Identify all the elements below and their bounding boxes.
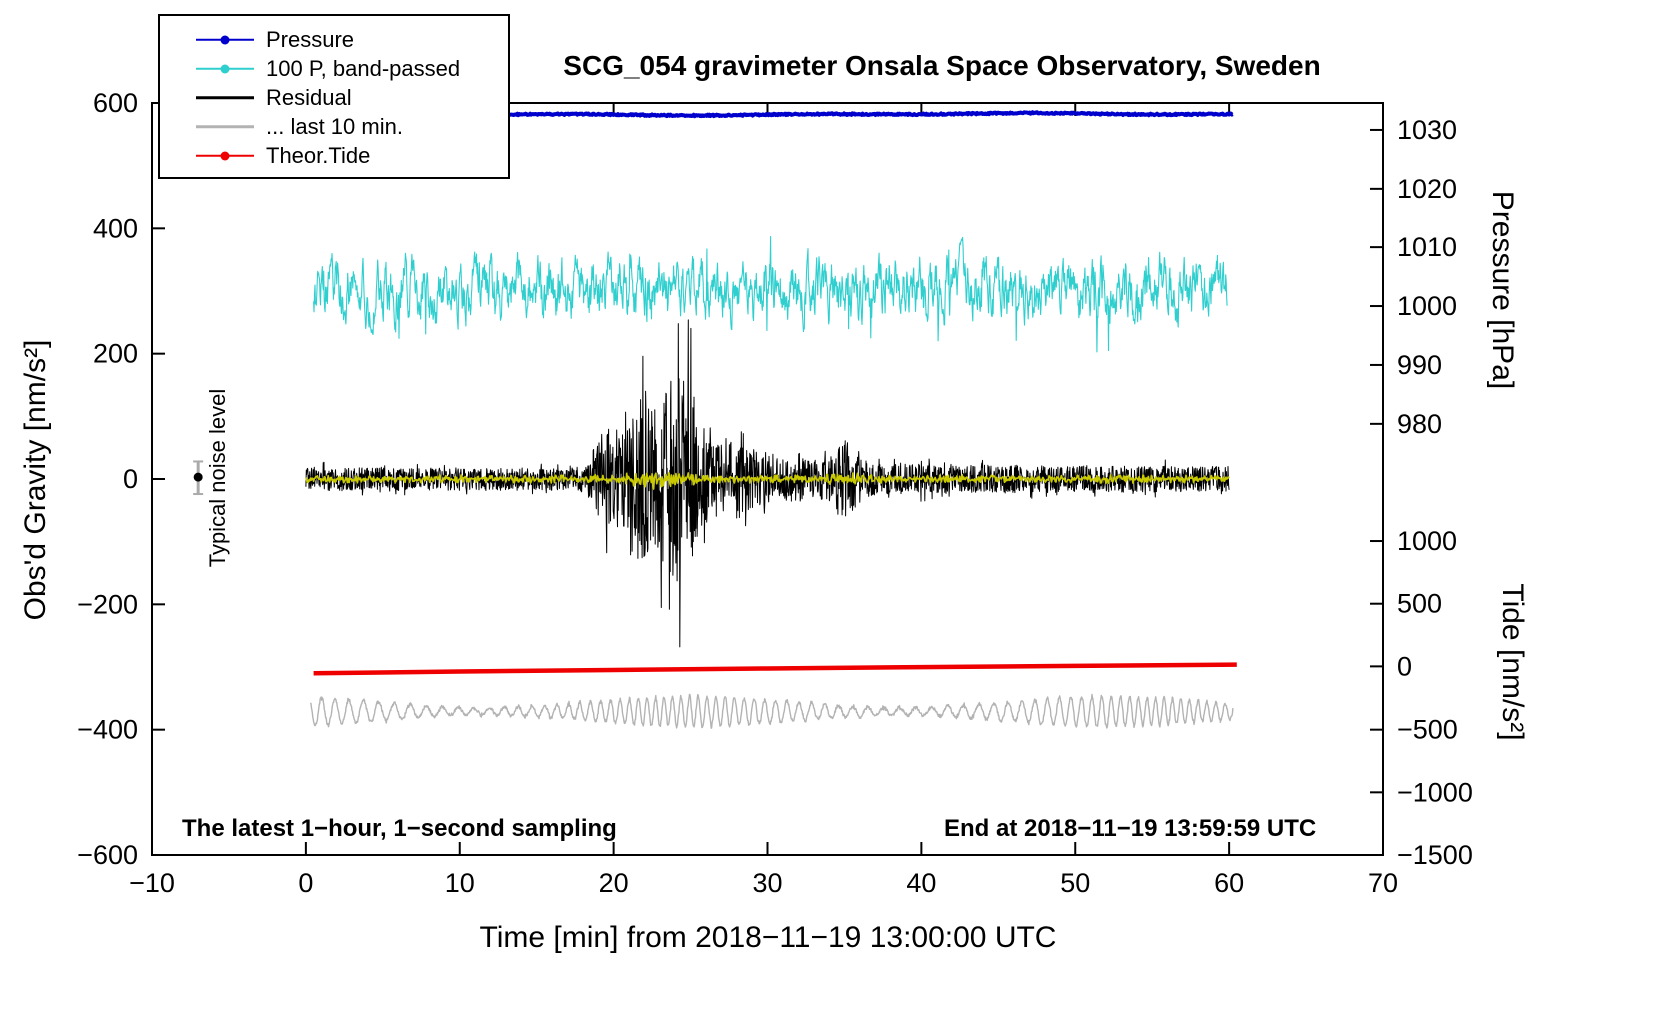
pressure-tick-label: 1020 [1397, 174, 1457, 204]
last10-line-icon [196, 117, 254, 137]
tide-tick-label: −1500 [1397, 840, 1473, 870]
y-axis-label-gravity: Obs'd Gravity [nm/s²] [19, 339, 52, 621]
y-tick-label-left: −600 [77, 840, 138, 870]
x-tick-label: 10 [445, 868, 475, 898]
pressure-tick-label: 1010 [1397, 232, 1457, 262]
pressure-tick-label: 1000 [1397, 291, 1457, 321]
legend-label: ... last 10 min. [266, 113, 403, 139]
x-tick-label: 20 [599, 868, 629, 898]
typical-noise-level-label: Typical noise level [205, 388, 230, 568]
tide-tick-label: −500 [1397, 715, 1458, 745]
y-axis-label-pressure: Pressure [hPa] [1486, 190, 1519, 390]
legend-item-pressure: Pressure [160, 25, 508, 54]
pressure-tick-label: 990 [1397, 350, 1442, 380]
tide-tick-label: 0 [1397, 651, 1412, 681]
series-bandpassed [313, 236, 1228, 353]
sampling-note: The latest 1−hour, 1−second sampling [182, 815, 617, 842]
x-tick-label: −10 [129, 868, 175, 898]
theortide-line-icon [196, 146, 254, 166]
x-axis-label-time: Time [min] from 2018−11−19 13:00:00 UTC [479, 921, 1057, 954]
legend-label: Pressure [266, 26, 355, 52]
legend-label: 100 P, band-passed [266, 55, 461, 81]
y-tick-label-left: 400 [93, 213, 138, 243]
y-tick-label-left: −400 [77, 715, 138, 745]
series-tide [313, 662, 1237, 676]
legend-item-residual: Residual [160, 83, 508, 112]
y-tick-label-left: 600 [93, 88, 138, 118]
end-time-note: End at 2018−11−19 13:59:59 UTC [944, 815, 1317, 842]
tide-tick-label: 1000 [1397, 526, 1457, 556]
page-title: SCG_054 gravimeter Onsala Space Observat… [563, 50, 1321, 81]
legend-item-bandpassed: 100 P, band-passed [160, 54, 508, 83]
x-tick-label: 50 [1060, 868, 1090, 898]
residual-line-icon [196, 88, 254, 108]
x-tick-label: 0 [298, 868, 313, 898]
y-axis-label-tide: Tide [nm/s²] [1496, 583, 1529, 741]
series-yellow [305, 472, 1230, 490]
x-tick-label: 40 [906, 868, 936, 898]
legend-label: Residual [266, 84, 352, 110]
noise-marker-dot [193, 472, 203, 482]
legend-label: Theor.Tide [266, 142, 371, 168]
legend-item-theortide: Theor.Tide [160, 141, 508, 170]
pressure-line-icon [196, 30, 254, 50]
x-tick-label: 30 [752, 868, 782, 898]
legend: Pressure 100 P, band-passed Residual ...… [158, 14, 510, 179]
y-tick-label-left: −200 [77, 589, 138, 619]
pressure-tick-label: 1030 [1397, 115, 1457, 145]
x-tick-label: 60 [1214, 868, 1244, 898]
x-tick-label: 70 [1368, 868, 1398, 898]
series-last10 [309, 693, 1234, 729]
bandpassed-line-icon [196, 59, 254, 79]
tide-tick-label: 500 [1397, 589, 1442, 619]
series-residual [305, 319, 1230, 648]
pressure-tick-label: 980 [1397, 409, 1442, 439]
y-tick-label-left: 0 [123, 464, 138, 494]
legend-item-last10: ... last 10 min. [160, 112, 508, 141]
tide-tick-label: −1000 [1397, 777, 1473, 807]
y-tick-label-left: 200 [93, 339, 138, 369]
